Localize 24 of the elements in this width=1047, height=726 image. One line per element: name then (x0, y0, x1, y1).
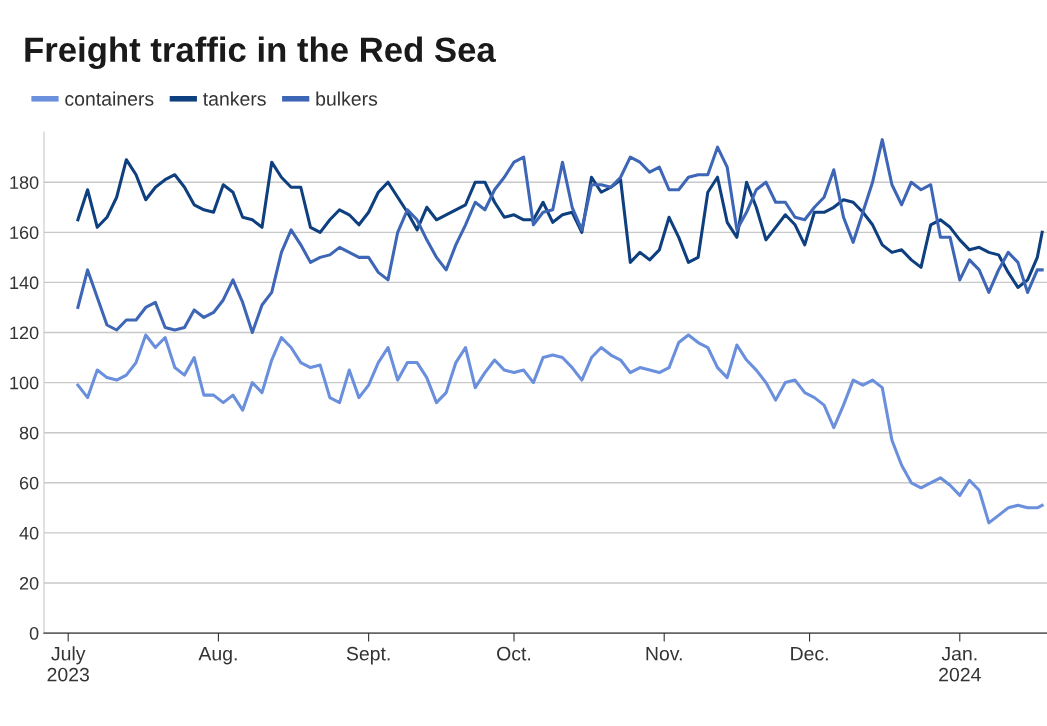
line-series (76, 158, 1044, 289)
y-tick-label: 20 (19, 576, 39, 590)
legend-label: containers (65, 91, 154, 106)
x-tick-label: Aug. (198, 646, 237, 665)
y-tick-label: 60 (19, 476, 39, 490)
legend-label: bulkers (316, 91, 378, 106)
line-series (76, 333, 1044, 525)
y-tick-label: 140 (10, 276, 39, 290)
y-tick-label: 180 (10, 176, 39, 189)
y-tick-label: 0 (29, 627, 39, 640)
y-tick-label: 100 (10, 376, 39, 390)
x-tick-label: Jan. 2024 (939, 646, 981, 682)
y-tick-label: 80 (19, 426, 39, 440)
legend-label: tankers (203, 91, 266, 106)
chart-title: Freight traffic in the Red Sea (25, 36, 496, 70)
x-tick-label: Sept. (346, 646, 390, 665)
x-tick-label: Dec. (791, 646, 828, 661)
x-tick-label: July 2023 (47, 646, 89, 682)
x-tick-label: Oct. (497, 646, 531, 661)
y-tick-label: 40 (19, 526, 39, 540)
y-tick-label: 120 (10, 326, 39, 340)
y-tick-label: 160 (10, 226, 39, 240)
x-tick-label: Nov. (646, 646, 682, 661)
line-series (76, 138, 1044, 335)
